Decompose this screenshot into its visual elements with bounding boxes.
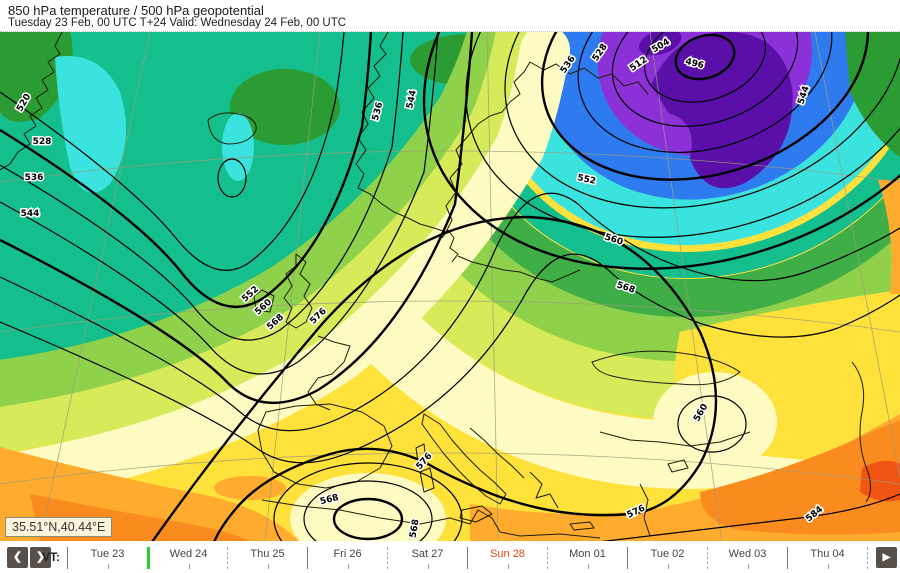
timeline-track[interactable]: Tue 23 Wed 24 Thu 25 Fri 26 Sat 27 Sun 2… — [67, 547, 868, 569]
play-animation-button[interactable]: ▶ — [876, 547, 897, 568]
day-tick — [188, 564, 190, 569]
day-tick — [827, 564, 829, 569]
timeline-day-sun28[interactable]: Sun 28 — [467, 547, 547, 569]
contour-label: 544 — [21, 209, 40, 219]
timeline-day-tue02[interactable]: Tue 02 — [627, 547, 707, 569]
chevron-left-icon: ❮ — [12, 551, 23, 563]
vortex-contours — [422, 32, 900, 270]
ne-corner-green — [845, 32, 900, 157]
next-step-button[interactable]: ❯ — [30, 547, 51, 568]
day-tick — [747, 564, 749, 569]
day-tick — [347, 564, 349, 569]
coastlines — [0, 32, 872, 539]
graticule — [0, 32, 900, 542]
valid-time-label: VT: — [42, 550, 60, 564]
timeline-day-mon01[interactable]: Mon 01 — [547, 547, 627, 569]
temperature-field — [0, 32, 900, 542]
previous-step-button[interactable]: ❮ — [7, 547, 28, 568]
day-tick — [267, 564, 269, 569]
day-tick — [427, 564, 429, 569]
contour-label: 536 — [25, 173, 44, 183]
contour-label: 568 — [408, 519, 421, 539]
play-icon: ▶ — [882, 552, 891, 563]
geopotential-contours — [0, 32, 900, 542]
header: 850 hPa temperature / 500 hPa geopotenti… — [0, 0, 900, 31]
timeline-day-wed03[interactable]: Wed 03 — [707, 547, 787, 569]
day-tick — [107, 564, 109, 569]
timeline-day-thu25[interactable]: Thu 25 — [227, 547, 307, 569]
contour-label: 528 — [33, 137, 52, 147]
run-valid-time: Tuesday 23 Feb, 00 UTC T+24 Valid: Wedne… — [8, 17, 347, 29]
page-title: 850 hPa temperature / 500 hPa geopotenti… — [8, 3, 264, 18]
timeline-day-sat27[interactable]: Sat 27 — [387, 547, 467, 569]
coordinates-readout: 35.51°N,40.44°E — [5, 517, 113, 537]
chevron-right-icon: ❯ — [35, 551, 46, 563]
timeline-day-thu04[interactable]: Thu 04 — [787, 547, 867, 569]
day-tick — [667, 564, 669, 569]
timeline-day-fri26[interactable]: Fri 26 — [307, 547, 387, 569]
day-tick — [507, 564, 509, 569]
timeline-day-tue23[interactable]: Tue 23 — [67, 547, 147, 569]
timeline-bar: ❮ ❯ VT: Tue 23 Wed 24 Thu 25 Fri 26 — [0, 541, 900, 573]
timeline-day-wed24[interactable]: Wed 24 — [147, 547, 227, 569]
map-canvas: 520 528 536 544 536 544 536 528 504 512 … — [0, 32, 900, 542]
day-tick — [587, 564, 589, 569]
weather-map[interactable]: 520 528 536 544 536 544 536 528 504 512 … — [0, 31, 900, 542]
